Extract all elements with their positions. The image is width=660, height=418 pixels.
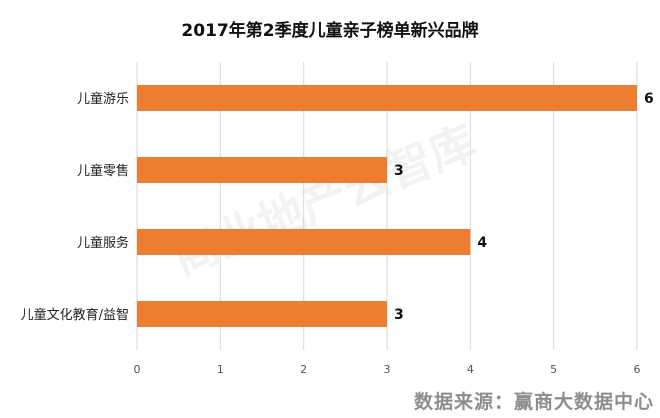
data-label-3: 3 bbox=[394, 307, 404, 323]
watermark: 商业地产云智库 bbox=[165, 115, 484, 286]
category-label-0: 儿童游乐 bbox=[77, 91, 129, 107]
bar-0 bbox=[137, 85, 637, 111]
data-label-1: 3 bbox=[394, 163, 404, 179]
x-tick-label-6: 6 bbox=[634, 363, 641, 376]
source-note: 数据来源：赢商大数据中心 bbox=[413, 391, 654, 413]
x-tick-label-3: 3 bbox=[384, 363, 391, 376]
chart-title: 2017年第2季度儿童亲子榜单新兴品牌 bbox=[181, 21, 479, 41]
bar-2 bbox=[137, 229, 471, 255]
category-label-3: 儿童文化教育/益智 bbox=[21, 307, 129, 323]
bar-3 bbox=[137, 301, 387, 327]
data-label-0: 6 bbox=[644, 91, 654, 107]
category-label-1: 儿童零售 bbox=[77, 163, 129, 179]
x-tick-label-4: 4 bbox=[467, 363, 474, 376]
data-label-2: 4 bbox=[477, 235, 487, 251]
x-tick-label-5: 5 bbox=[550, 363, 557, 376]
x-tick-label-0: 0 bbox=[134, 363, 141, 376]
category-label-2: 儿童服务 bbox=[77, 235, 129, 251]
x-tick-label-1: 1 bbox=[217, 363, 224, 376]
x-tick-label-2: 2 bbox=[300, 363, 307, 376]
bar-1 bbox=[137, 157, 387, 183]
